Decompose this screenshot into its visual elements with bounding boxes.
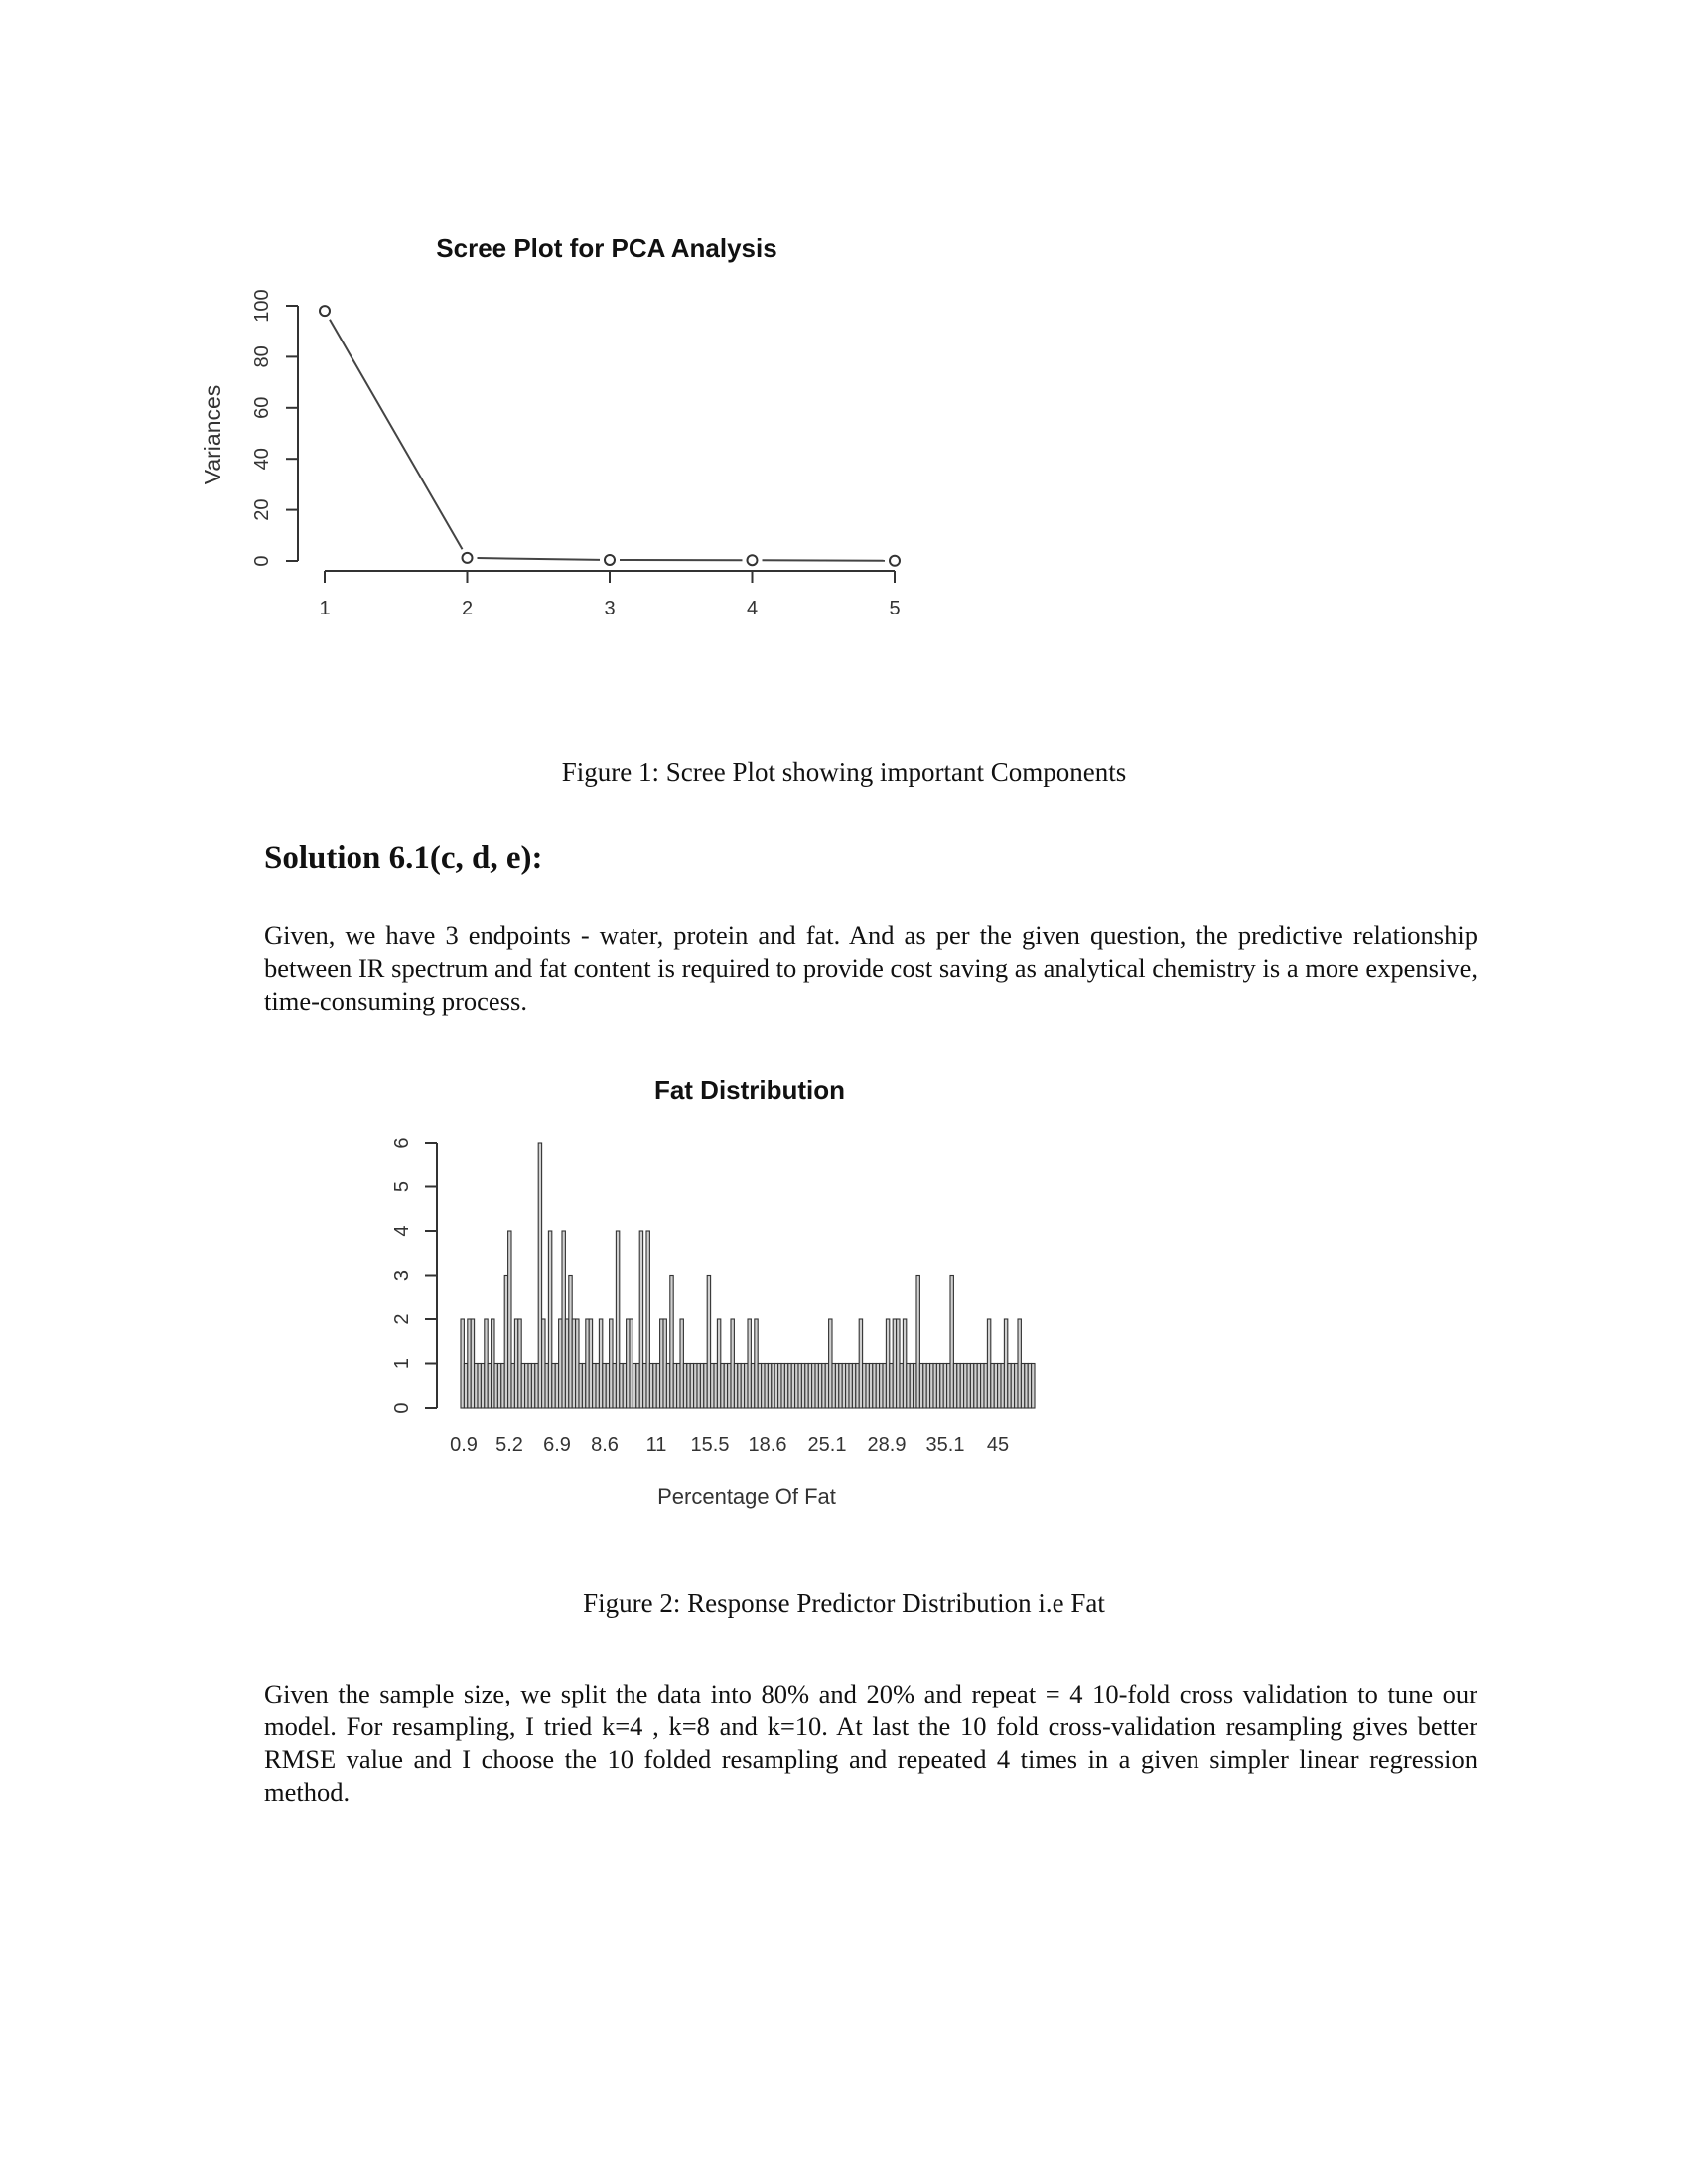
hist-x-tick-label: 18.6 bbox=[749, 1434, 787, 1456]
scree-point bbox=[604, 553, 616, 566]
hist-y-tick-label: 6 bbox=[391, 1137, 413, 1148]
hist-x-tick-label: 0.9 bbox=[450, 1434, 478, 1456]
hist-y-tick-label: 4 bbox=[391, 1225, 413, 1236]
scree-x-tick-label: 1 bbox=[319, 598, 330, 619]
fat-bar bbox=[669, 1274, 674, 1409]
scree-x-tick-label: 4 bbox=[747, 598, 758, 619]
scree-plot: Scree Plot for PCA Analysis Variances 0 2… bbox=[200, 233, 901, 619]
scree-plot-y-axis: 0 20 40 60 80 100 bbox=[251, 289, 299, 567]
scree-point bbox=[889, 554, 901, 567]
scree-point bbox=[319, 305, 331, 318]
fat-bar bbox=[1031, 1362, 1036, 1409]
scree-x-tick-label: 3 bbox=[604, 598, 615, 619]
hist-y-tick-label: 1 bbox=[391, 1358, 413, 1369]
scree-plot-x-axis: 1 2 3 4 5 bbox=[319, 570, 901, 619]
paragraph-endpoints: Given, we have 3 endpoints - water, prot… bbox=[264, 920, 1477, 1016]
fat-bar bbox=[915, 1274, 920, 1409]
hist-y-tick-label: 5 bbox=[391, 1181, 413, 1192]
hist-x-tick-label: 35.1 bbox=[926, 1434, 965, 1456]
hist-x-tick-label: 11 bbox=[646, 1434, 667, 1456]
scree-plot-series bbox=[319, 305, 901, 567]
fat-distribution-bars bbox=[460, 1142, 1036, 1409]
scree-y-tick-label: 100 bbox=[251, 289, 273, 322]
hist-x-tick-label: 5.2 bbox=[495, 1434, 523, 1456]
scree-point bbox=[746, 554, 759, 567]
fat-distribution-title: Fat Distribution bbox=[654, 1075, 845, 1105]
hist-x-tick-label: 45 bbox=[987, 1434, 1009, 1456]
scree-x-tick-label: 2 bbox=[462, 598, 473, 619]
figure-1-caption: Figure 1: Scree Plot showing important C… bbox=[561, 757, 1127, 787]
fat-distribution-y-axis: 0 1 2 3 4 5 6 bbox=[391, 1137, 438, 1414]
scree-x-tick-label: 5 bbox=[889, 598, 900, 619]
hist-y-tick-label: 0 bbox=[391, 1402, 413, 1413]
hist-x-tick-label: 25.1 bbox=[808, 1434, 847, 1456]
scree-y-tick-label: 20 bbox=[251, 498, 273, 520]
hist-x-tick-label: 15.5 bbox=[691, 1434, 730, 1456]
fat-bar bbox=[645, 1230, 650, 1409]
fat-bar bbox=[949, 1274, 954, 1409]
scree-y-tick-label: 60 bbox=[251, 397, 273, 419]
hist-x-tick-label: 6.9 bbox=[543, 1434, 571, 1456]
scree-plot-y-axis-label: Variances bbox=[200, 385, 225, 485]
paragraph-resampling: Given the sample size, we split the data… bbox=[264, 1679, 1477, 1807]
hist-x-tick-label: 28.9 bbox=[868, 1434, 907, 1456]
fat-bar bbox=[706, 1274, 712, 1409]
figure-2-caption: Figure 2: Response Predictor Distributio… bbox=[583, 1588, 1105, 1618]
fat-bar bbox=[638, 1230, 644, 1409]
fat-bar bbox=[507, 1230, 512, 1409]
scree-y-tick-label: 80 bbox=[251, 345, 273, 367]
scree-line-segment bbox=[477, 557, 601, 561]
fat-distribution-x-tick-labels: 0.9 5.2 6.9 8.6 11 15.5 18.6 25.1 28.9 35.1 45 bbox=[450, 1434, 1009, 1456]
hist-y-tick-label: 2 bbox=[391, 1313, 413, 1324]
hist-x-tick-label: 8.6 bbox=[591, 1434, 619, 1456]
fat-bar bbox=[537, 1142, 543, 1409]
hist-y-tick-label: 3 bbox=[391, 1270, 413, 1281]
scree-point bbox=[461, 551, 474, 564]
fat-bar bbox=[615, 1230, 621, 1409]
scree-y-tick-label: 0 bbox=[251, 555, 273, 566]
scree-y-tick-label: 40 bbox=[251, 448, 273, 470]
scree-line-segment bbox=[329, 319, 464, 550]
scree-plot-title: Scree Plot for PCA Analysis bbox=[436, 233, 776, 263]
section-heading: Solution 6.1(c, d, e): bbox=[264, 840, 543, 876]
fat-bar bbox=[547, 1230, 553, 1409]
fat-distribution-x-axis-label: Percentage Of Fat bbox=[657, 1484, 836, 1509]
